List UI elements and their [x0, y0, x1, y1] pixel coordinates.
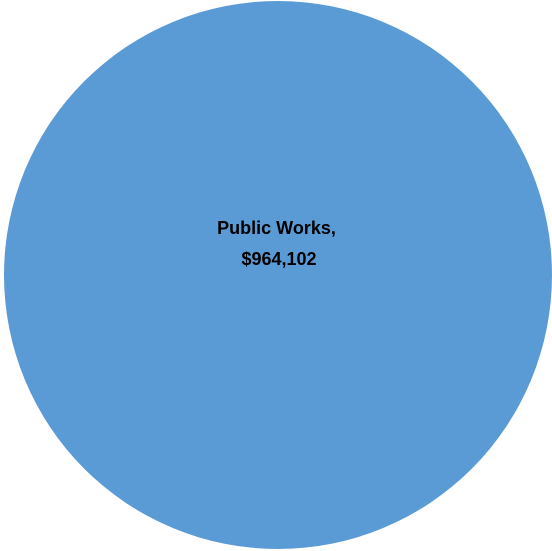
- slice-label-public-works: Public Works, $964,102: [217, 218, 341, 269]
- pie-slices: [4, 1, 552, 549]
- slice-label-value: $964,102: [241, 249, 316, 269]
- slice-label-category: Public Works,: [217, 218, 336, 238]
- pie-labels: Public Works, $964,102: [217, 218, 341, 269]
- pie-slice-public-works: [4, 1, 552, 549]
